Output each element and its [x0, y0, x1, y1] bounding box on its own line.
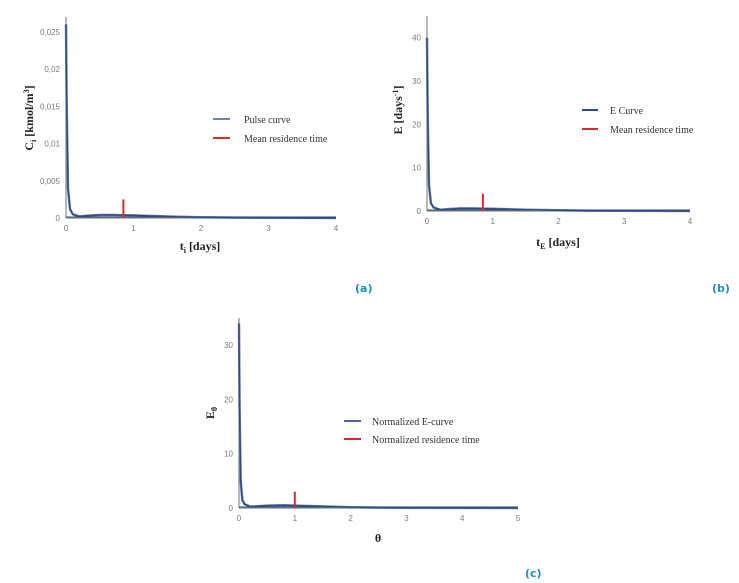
x-tick-label: 3 — [266, 224, 271, 233]
x-tick-label: 2 — [348, 514, 353, 523]
x-tick-label: 1 — [131, 224, 136, 233]
x-tick-label: 0 — [425, 217, 430, 226]
y-tick-label: 0,005 — [40, 177, 61, 186]
panel-label-a: (a) — [355, 282, 372, 295]
panel-label-b: (b) — [712, 282, 730, 295]
chart-c-ylabel: Eθ — [203, 407, 219, 419]
series-curve — [65, 24, 337, 219]
y-tick-label: 10 — [412, 164, 421, 173]
y-tick-label: 30 — [224, 341, 233, 350]
x-tick-label: 4 — [460, 514, 465, 523]
chart-b-xlabel: tE [days] — [536, 235, 580, 251]
chart-c-xlabel: θ — [375, 531, 381, 545]
x-tick-label: 4 — [688, 217, 693, 226]
y-tick-label: 0,01 — [44, 140, 60, 149]
legend-label-normalized-residence: Normalized residence time — [372, 435, 480, 446]
x-tick-label: 1 — [293, 514, 298, 523]
y-tick-label: 0 — [56, 214, 61, 223]
legend-label-e-curve: E Curve — [610, 106, 644, 117]
y-tick-label: 20 — [412, 120, 421, 129]
chart-a-legend: Pulse curve Mean residence time — [213, 115, 328, 145]
legend-label-mean-residence: Mean residence time — [244, 134, 328, 145]
x-tick-label: 4 — [334, 224, 339, 233]
legend-label-pulse-curve: Pulse curve — [244, 115, 291, 126]
chart-a-ylabel: Ci [kmol/m3] — [22, 85, 38, 150]
chart-a: 0 1 2 3 4 0 0,005 0,01 0,015 0,02 0,025 — [40, 17, 339, 233]
y-tick-label: 0 — [417, 207, 422, 216]
chart-a-xlabel: ti [days] — [180, 239, 221, 255]
legend-label-mean-residence: Mean residence time — [610, 125, 694, 136]
legend-label-normalized-e-curve: Normalized E-curve — [372, 417, 454, 428]
panel-label-c: (c) — [525, 567, 542, 580]
chart-b-ylabel: E [days-1] — [391, 85, 405, 134]
series-curve — [426, 37, 691, 212]
series-curve-halo — [64, 24, 337, 220]
x-tick-label: 2 — [556, 217, 561, 226]
y-tick-label: 20 — [224, 395, 233, 404]
x-tick-label: 0 — [237, 514, 242, 523]
chart-c: 0 1 2 3 4 5 0 10 20 30 — [224, 318, 521, 523]
y-tick-label: 10 — [224, 450, 233, 459]
y-tick-label: 40 — [412, 34, 421, 43]
x-tick-label: 3 — [622, 217, 627, 226]
y-tick-label: 0 — [229, 504, 234, 513]
x-tick-label: 1 — [491, 217, 496, 226]
x-tick-label: 5 — [516, 514, 521, 523]
chart-c-legend: Normalized E-curve Normalized residence … — [344, 417, 480, 446]
x-tick-label: 3 — [404, 514, 409, 523]
y-tick-label: 0,015 — [40, 102, 61, 111]
y-tick-label: 0,025 — [40, 28, 61, 37]
y-tick-label: 0,02 — [44, 65, 60, 74]
y-tick-label: 30 — [412, 77, 421, 86]
series-curve-halo — [237, 323, 519, 510]
x-tick-label: 0 — [64, 224, 69, 233]
series-curve — [238, 323, 519, 509]
chart-b-legend: E Curve Mean residence time — [582, 106, 694, 136]
x-tick-label: 2 — [199, 224, 204, 233]
